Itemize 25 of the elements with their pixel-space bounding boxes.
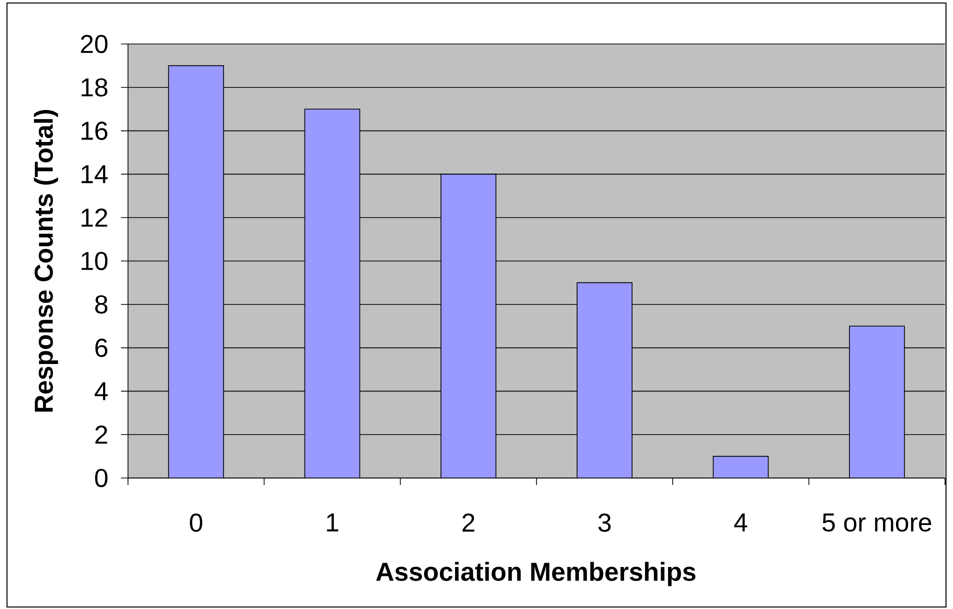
x-axis-title: Association Memberships [376, 562, 696, 586]
bar [304, 108, 360, 478]
y-tick-label: 4 [94, 382, 108, 400]
y-tick-label: 12 [82, 208, 108, 227]
y-tick-label: 16 [82, 122, 108, 140]
y-tick-label: 8 [95, 295, 108, 314]
bar [712, 456, 769, 478]
bar [576, 282, 632, 478]
x-tick-label: 4 [734, 514, 748, 532]
bar [849, 326, 905, 478]
y-tick-label: 0 [95, 468, 108, 488]
y-axis-title: Response Counts (Total) [34, 110, 58, 412]
x-tick-label: 5 or more [822, 514, 932, 532]
bar [440, 174, 496, 478]
x-tick-label: 2 [462, 514, 474, 532]
x-tick-label: 3 [598, 514, 611, 532]
x-tick-label: 0 [190, 514, 202, 532]
y-tick-label: 2 [95, 426, 108, 444]
x-tick-label: 1 [327, 514, 338, 532]
y-tick-label: 6 [95, 338, 108, 357]
y-tick-label: 18 [82, 78, 108, 97]
y-tick-label: 10 [82, 252, 108, 270]
bar [168, 65, 224, 478]
y-tick-label: 14 [82, 165, 108, 184]
y-tick-label: 20 [80, 34, 108, 54]
